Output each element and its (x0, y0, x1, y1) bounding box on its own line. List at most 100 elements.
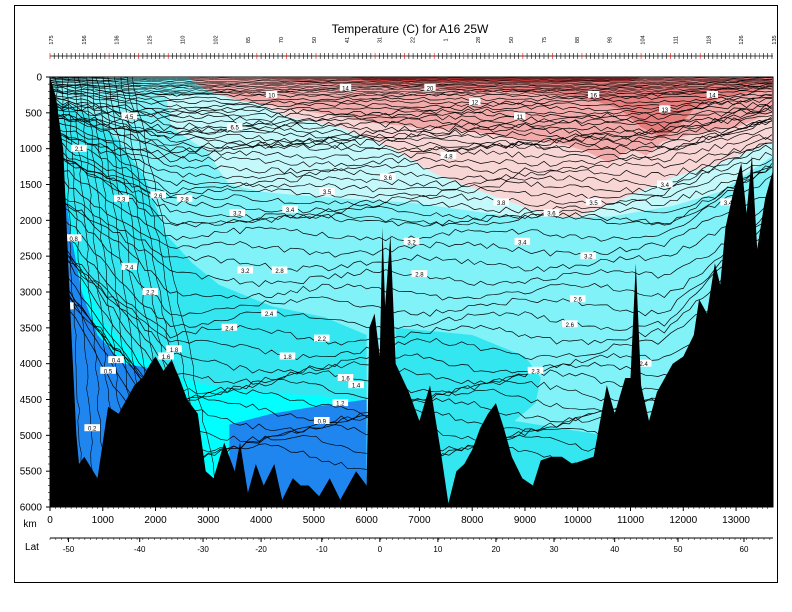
isotherm-line (50, 79, 772, 84)
isotherm-line (50, 121, 772, 161)
contour-label-bg (514, 112, 526, 120)
contour-label: 13 (661, 108, 668, 114)
contour-label-bg (221, 323, 238, 331)
contour-label: 2.3 (531, 369, 540, 375)
contour-label-bg (121, 262, 137, 270)
station-label: 31 (378, 37, 384, 43)
isotherm-line (50, 159, 773, 242)
station-label: 118 (706, 36, 712, 45)
contour-label: 2.2 (146, 291, 155, 297)
station-label: 28 (476, 37, 482, 43)
contour-label: 0.2 (88, 427, 97, 433)
contour-label-bg (411, 270, 428, 278)
contour-label: 1.8 (170, 348, 179, 354)
contour-label-bg (265, 90, 278, 98)
contour-label: 3.5 (589, 201, 598, 207)
contour-label-bg (100, 366, 116, 374)
station-label: 156 (82, 35, 88, 44)
lat-tick-label: 40 (610, 545, 619, 554)
isotherm-line (50, 146, 773, 207)
contour-label: 3.5 (323, 190, 332, 196)
contour-label-bg (337, 374, 354, 381)
contour-labels: 2.3 2.6 2.8 3.2 3.4 3.5 3.6 3.8 3.6 3.2 2.8 3.2 3.4 3… (52, 83, 736, 433)
lat-tick-label: 20 (491, 545, 500, 554)
lat-tick-label: -40 (134, 545, 146, 554)
contour-label: 4.5 (125, 115, 134, 121)
x-tick-label: 7000 (408, 515, 431, 526)
contour-label: 3.8 (497, 201, 506, 207)
x-tick-label: 2000 (144, 515, 167, 526)
x-axis-label: km (23, 519, 36, 530)
lat-tick-label: -20 (255, 545, 267, 554)
contour-label: 2.4 (225, 326, 234, 332)
isotherm-line (50, 133, 772, 181)
isotherm-line (50, 99, 773, 123)
contour-label-bg (469, 98, 481, 106)
contour-label-bg (319, 187, 335, 195)
y-tick-label: 1000 (20, 144, 43, 155)
contour-label: 3.4 (661, 183, 670, 189)
contour-label-bg (493, 198, 509, 206)
x-tick-label: 11000 (617, 515, 645, 526)
y-tick-label: 0 (36, 73, 42, 84)
contour-label-bg (339, 83, 352, 91)
isotherm-line (50, 96, 772, 116)
isotherm-line (50, 78, 772, 82)
x-tick-label: 13000 (722, 515, 750, 526)
band-deep-blue-10 (229, 399, 367, 507)
contour-label: 2.8 (275, 269, 284, 275)
contour-label: 0.8 (70, 237, 79, 243)
lat-tick-label: 10 (433, 545, 442, 554)
lat-tick-label: -50 (63, 545, 75, 554)
contour-label: 2.8 (415, 273, 424, 279)
contour-label-bg (226, 123, 243, 131)
isotherm-line (50, 157, 773, 221)
station-label: 126 (739, 35, 745, 44)
contour-label: 1.4 (352, 384, 361, 390)
contour-label-bg (176, 194, 193, 202)
lat-axis-label: Lat (25, 542, 39, 553)
contour-label: 16 (590, 93, 597, 99)
y-tick-label: 2500 (20, 252, 43, 263)
isotherm-line (50, 77, 772, 81)
seafloor-bathymetry (50, 77, 773, 507)
contour-label-bg (71, 144, 87, 152)
y-tick-label: 5500 (20, 467, 43, 478)
contour-label: 12 (471, 101, 478, 107)
station-labels: 175 156 136 125 110 102 85 70 50 41 31 22 1 28 50 75 88 9… (49, 35, 778, 44)
isotherm-line (50, 185, 772, 272)
contour-label-bg (543, 209, 560, 217)
y-tick-label: 4000 (20, 359, 43, 370)
contour-label-bg (403, 237, 420, 245)
isotherm-line (50, 110, 773, 146)
y-tick-label: 2000 (20, 216, 43, 227)
isotherm-line (50, 81, 772, 88)
isotherm-line (50, 113, 772, 153)
contour-label-bg (580, 252, 597, 260)
isotherm-line (50, 130, 773, 175)
isotherm-line (50, 206, 773, 332)
contour-label-bg (424, 83, 436, 91)
x-tick-label: 1000 (92, 515, 115, 526)
isotherm-line (50, 89, 772, 105)
station-label: 175 (49, 35, 55, 44)
contour-label-bg (659, 105, 671, 113)
isotherm-line (50, 101, 773, 129)
lat-tick-label: 50 (674, 545, 683, 554)
contour-label: 3.2 (584, 255, 593, 261)
isotherm-line (50, 86, 772, 98)
station-tick-marks (49, 53, 773, 59)
x-tick-label: 12000 (669, 515, 697, 526)
contour-label: 11 (517, 115, 524, 121)
contour-label: 4.8 (444, 154, 453, 160)
lat-tick-label: -10 (316, 545, 328, 554)
contour-label-bg (706, 90, 718, 98)
lat-tick-label: 60 (740, 545, 749, 554)
contour-label: 14 (709, 93, 716, 99)
contour-label-bg (84, 424, 100, 432)
station-label: 98 (608, 37, 614, 43)
contour-label: 3.4 (724, 201, 733, 207)
contour-label-bg (348, 381, 364, 389)
contour-label: 2.6 (566, 323, 575, 329)
